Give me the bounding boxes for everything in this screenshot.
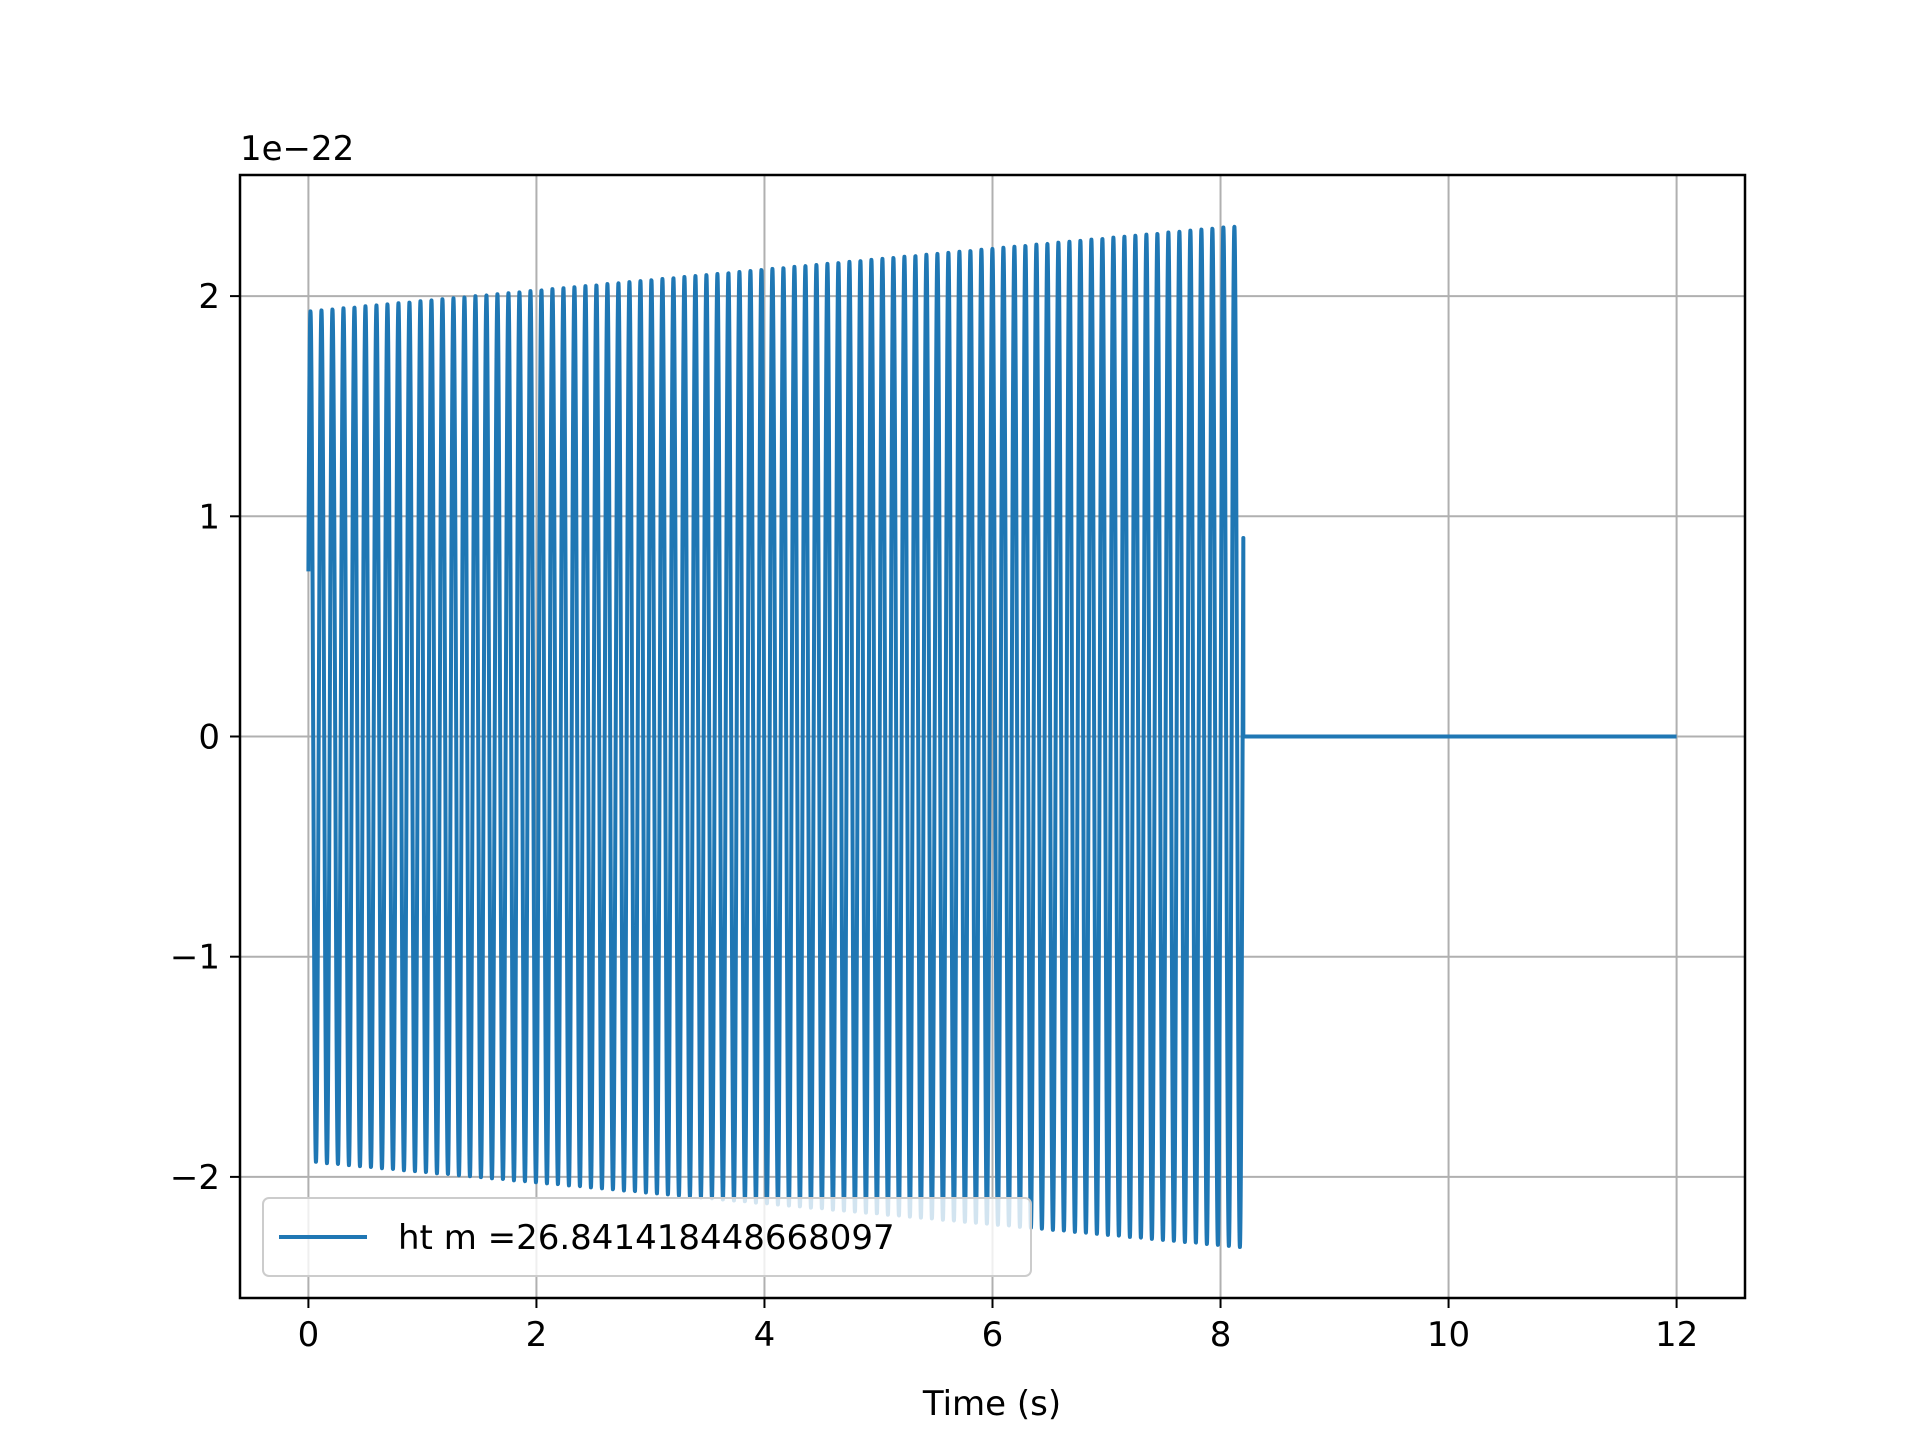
y-tick-label: 0 [198, 718, 220, 758]
x-tick-label: 2 [526, 1315, 548, 1355]
x-tick-label: 0 [298, 1315, 320, 1355]
x-tick-label: 10 [1427, 1315, 1470, 1355]
series-layer [306, 224, 1677, 1250]
legend: ht m =26.841418448668097 [262, 1197, 1032, 1277]
x-tick-label: 8 [1210, 1315, 1232, 1355]
y-tick-label: 1 [198, 497, 220, 537]
y-tick-label: −2 [170, 1158, 220, 1198]
x-tick-label: 6 [982, 1315, 1004, 1355]
y-tick-label: −1 [170, 938, 220, 978]
x-axis-label: Time (s) [922, 1384, 1061, 1424]
y-offset-label: 1e−22 [240, 129, 354, 169]
legend-label: ht m =26.841418448668097 [398, 1218, 895, 1258]
legend-box [262, 1197, 1032, 1277]
x-tick-label: 4 [754, 1315, 776, 1355]
series-line [306, 224, 1677, 1250]
y-tick-label: 2 [198, 277, 220, 317]
x-tick-label: 12 [1655, 1315, 1698, 1355]
